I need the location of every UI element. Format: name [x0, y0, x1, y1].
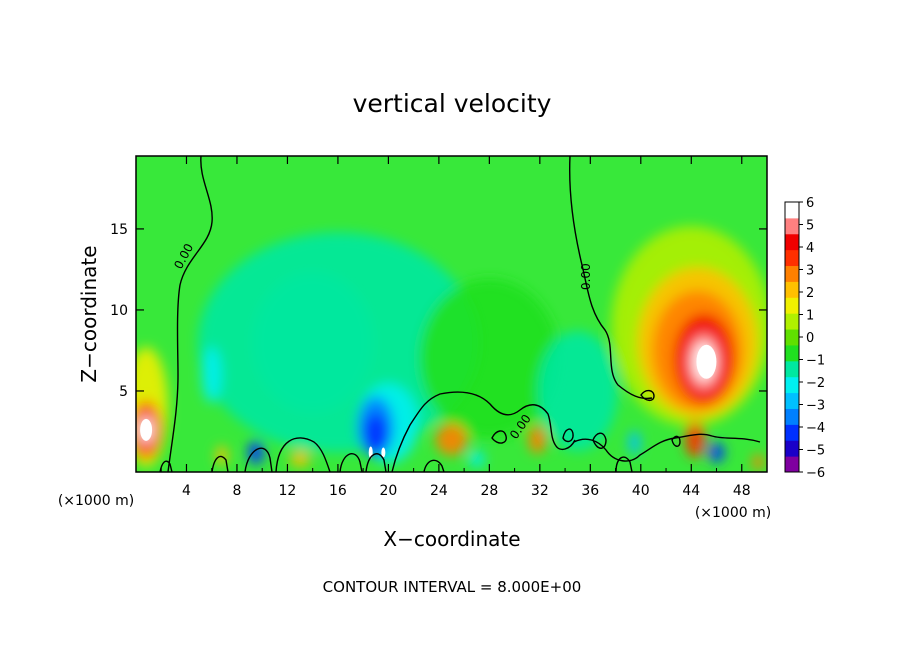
x-tick-label: 32: [531, 483, 549, 499]
x-unit-label: (×1000 m): [695, 505, 771, 521]
contour-line: [640, 389, 655, 402]
x-tick-label: 44: [682, 483, 700, 499]
colorbar-label: −4: [806, 421, 825, 436]
contour-line: [568, 156, 653, 400]
y-tick-label: 5: [119, 384, 128, 400]
contour-line: [244, 447, 273, 472]
zero-contour-lines: [159, 156, 761, 472]
x-tick-label: 8: [232, 483, 241, 499]
colorbar-label: 6: [806, 196, 814, 211]
colorbar-swatch: [785, 281, 799, 298]
contour-line: [391, 391, 576, 472]
colorbar-swatch: [785, 344, 799, 362]
colorbar-swatch: [785, 456, 799, 473]
colorbar-swatch: [785, 265, 799, 282]
x-tick-label: 20: [379, 483, 397, 499]
colorbar-swatch: [785, 202, 799, 219]
colorbar-swatch: [785, 392, 799, 409]
contour-interval-note: CONTOUR INTERVAL = 8.000E+00: [323, 578, 582, 596]
contour-line: [159, 460, 173, 472]
colorbar-label: −6: [806, 466, 825, 481]
contour-line: [562, 428, 574, 443]
colorbar-label: 1: [806, 309, 814, 324]
contour-line: [167, 156, 213, 472]
colorbar-label: −2: [806, 376, 825, 391]
colorbar-swatch: [785, 217, 799, 235]
colorbar-swatch: [785, 313, 799, 330]
colorbar-label: −5: [806, 444, 825, 459]
contour-line: [365, 453, 387, 472]
colorbar-swatch: [785, 329, 799, 346]
y-axis-label: Z−coordinate: [77, 245, 101, 382]
colorbar-swatch: [785, 424, 799, 441]
contour-line: [339, 453, 363, 472]
contour-line: [491, 430, 507, 444]
colorbar-label: 0: [806, 331, 814, 346]
velocity-field: [136, 226, 767, 471]
contour-label-right: 0.00: [579, 263, 593, 290]
y-tick-label: 10: [110, 303, 128, 319]
colorbar: 6 5 4 3 2 1 0 −1 −2 −3 −4 −5 −6: [784, 196, 825, 481]
x-tick-label: 48: [733, 483, 751, 499]
plot-frame: [135, 155, 768, 473]
x-tick-label: 24: [430, 483, 448, 499]
contour-line: [275, 437, 331, 472]
contour-line: [211, 455, 229, 472]
colorbar-swatch: [785, 440, 799, 457]
y-unit-label: (×1000 m): [58, 493, 134, 509]
colorbar-label: 2: [806, 286, 814, 301]
contour-line: [615, 456, 633, 472]
contour-line: [592, 432, 607, 449]
x-axis-label: X−coordinate: [383, 527, 520, 551]
x-tick-label: 12: [279, 483, 297, 499]
x-tick-label: 28: [480, 483, 498, 499]
colorbar-swatch: [785, 376, 799, 394]
x-axis-ticks: 4 8 12 16 20 24 28 32 36 40 44 48: [160, 156, 751, 499]
colorbar-swatch: [785, 408, 799, 425]
colorbar-label: 5: [806, 219, 814, 234]
x-tick-label: 36: [581, 483, 599, 499]
colorbar-label: −3: [806, 399, 825, 414]
colorbar-label: 3: [806, 264, 814, 279]
x-tick-label: 40: [632, 483, 650, 499]
colorbar-swatch: [785, 249, 799, 267]
plot-area: 0.00 0.00 0.00 4 8 12 16 20 24 28 32 36 40 44 48 51…: [110, 155, 768, 499]
colorbar-swatch: [785, 360, 799, 378]
contour-line: [423, 459, 445, 472]
colorbar-label: −1: [806, 354, 825, 369]
x-tick-label: 4: [182, 483, 191, 499]
colorbar-swatch: [785, 233, 799, 251]
x-tick-label: 16: [329, 483, 347, 499]
chart-title: vertical velocity: [353, 89, 552, 118]
y-axis-ticks: 5 10 15: [110, 222, 767, 400]
colorbar-label: 4: [806, 241, 814, 256]
y-tick-label: 15: [110, 222, 128, 238]
contour-line: [671, 435, 681, 447]
colorbar-swatch: [785, 297, 799, 314]
